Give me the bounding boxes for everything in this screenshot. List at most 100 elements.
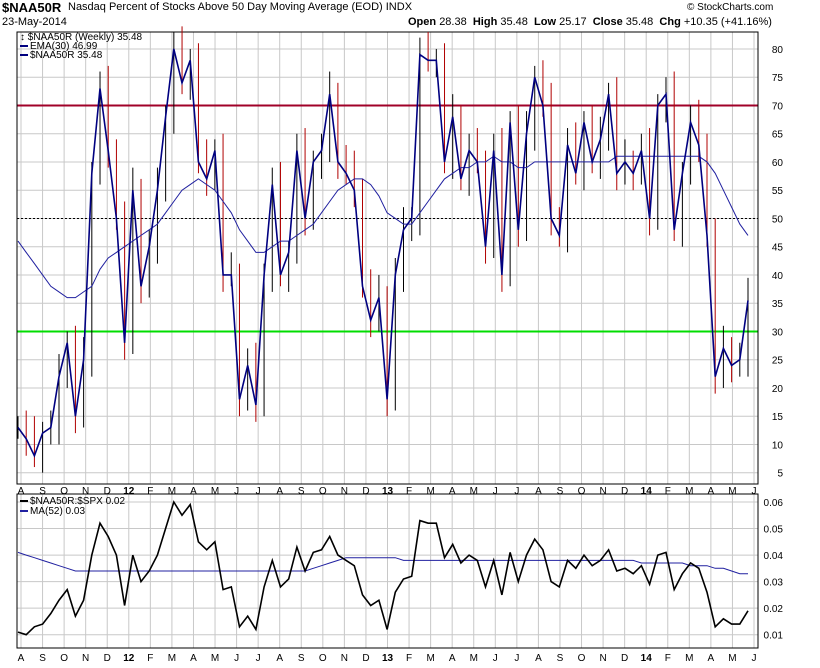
close-value: 35.48 xyxy=(625,16,654,28)
high-value: 35.48 xyxy=(500,16,528,28)
price-panel: 5 10 15 20 25 30 35 40 45 50 55 60 65 70 75 80 ↕ $NAA50R… xyxy=(16,26,784,485)
x-tick-label: S xyxy=(39,486,46,497)
x-tick-label: A xyxy=(276,653,283,664)
x-tick-label: A xyxy=(18,653,25,664)
x-tick-label: N xyxy=(599,486,606,497)
price-line xyxy=(17,48,749,458)
x-tick-label: 14 xyxy=(641,486,653,497)
x-tick-label: A xyxy=(535,653,542,664)
x-axis: A A S S O O N N D D 12 12 F F M M A A M M J J J J A A S S O O N N D D 13 13… xyxy=(18,486,757,664)
chart-title-text: Nasdaq Percent of Stocks Above 50 Day Mo… xyxy=(68,1,383,13)
x-tick-label: M xyxy=(168,486,176,497)
x-tick-label: O xyxy=(578,653,586,664)
x-tick-label: O xyxy=(578,486,586,497)
y-tick-label: 0.05 xyxy=(764,525,784,536)
y-tick-label: 25 xyxy=(772,356,784,367)
symbol-label: $NAA50R xyxy=(2,0,62,15)
ratio-line xyxy=(17,500,749,636)
x-tick-label: D xyxy=(362,486,369,497)
x-tick-label: A xyxy=(708,653,715,664)
y-tick-label: 60 xyxy=(772,158,784,169)
ma52-line xyxy=(17,551,748,575)
x-tick-label: A xyxy=(190,486,197,497)
x-tick-label: M xyxy=(211,486,219,497)
y-tick-label: 65 xyxy=(772,130,784,141)
low-value: 25.17 xyxy=(559,16,587,28)
x-tick-label: J xyxy=(234,486,239,497)
x-tick-label: M xyxy=(470,486,478,497)
y-tick-label: 30 xyxy=(772,327,784,338)
y-tick-label: 55 xyxy=(772,186,784,197)
exchange-label: INDX xyxy=(385,1,413,13)
x-tick-label: M xyxy=(168,653,176,664)
x-tick-label: F xyxy=(147,653,153,664)
x-tick-label: N xyxy=(599,653,606,664)
y-tick-label: 5 xyxy=(777,469,783,480)
x-tick-label: A xyxy=(18,486,25,497)
x-tick-label: J xyxy=(493,486,498,497)
x-tick-label: A xyxy=(276,486,283,497)
y-tick-label: 0.02 xyxy=(764,604,784,615)
y-tick-label: 0.04 xyxy=(764,551,784,562)
x-tick-label: J xyxy=(256,486,261,497)
panel-frame xyxy=(16,493,759,649)
x-tick-label: N xyxy=(82,486,89,497)
x-tick-label: M xyxy=(685,486,693,497)
x-tick-label: F xyxy=(147,486,153,497)
panel-frame xyxy=(16,31,759,485)
y-tick-label: 0.03 xyxy=(764,578,784,589)
x-tick-label: F xyxy=(665,653,671,664)
x-tick-label: D xyxy=(104,653,111,664)
x-tick-label: F xyxy=(406,486,412,497)
y-tick-label: 10 xyxy=(772,440,784,451)
x-tick-label: 12 xyxy=(123,653,135,664)
x-tick-label: M xyxy=(728,486,736,497)
x-tick-label: J xyxy=(514,486,519,497)
x-tick-label: S xyxy=(298,486,305,497)
x-tick-label: F xyxy=(406,653,412,664)
y-tick-label: 80 xyxy=(772,45,784,56)
y-tick-label: 40 xyxy=(772,271,784,282)
x-tick-label: 14 xyxy=(641,653,653,664)
x-tick-label: S xyxy=(39,653,46,664)
x-tick-label: N xyxy=(82,653,89,664)
y-tick-label: 15 xyxy=(772,412,784,423)
y-tick-label: 0.06 xyxy=(764,498,784,509)
x-tick-label: M xyxy=(426,653,434,664)
legend-entry: ↕ $NAA50R (Weekly) 35.48 xyxy=(20,32,143,43)
x-tick-label: A xyxy=(708,486,715,497)
chart-title: Nasdaq Percent of Stocks Above 50 Day Mo… xyxy=(68,1,412,13)
x-tick-label: N xyxy=(341,486,348,497)
watermark: © StockCharts.com xyxy=(687,2,774,13)
x-tick-label: S xyxy=(557,486,564,497)
x-tick-label: D xyxy=(621,653,628,664)
date-label: 23-May-2014 xyxy=(2,16,67,28)
low-label: Low xyxy=(534,16,557,28)
close-label: Close xyxy=(592,16,623,28)
x-tick-label: O xyxy=(60,653,68,664)
x-tick-label: J xyxy=(234,653,239,664)
y-tick-label: 70 xyxy=(772,101,784,112)
x-tick-label: O xyxy=(319,653,327,664)
x-tick-label: 12 xyxy=(123,486,135,497)
open-value: 28.38 xyxy=(439,16,467,28)
x-tick-label: D xyxy=(362,653,369,664)
x-tick-label: D xyxy=(104,486,111,497)
x-tick-label: 13 xyxy=(382,653,394,664)
legend-entry: EMA(30) 46.99 xyxy=(30,41,98,52)
y-tick-label: 35 xyxy=(772,299,784,310)
x-tick-label: O xyxy=(60,486,68,497)
x-tick-label: D xyxy=(621,486,628,497)
chg-value: +10.35 (+41.16%) xyxy=(683,16,772,28)
x-tick-label: J xyxy=(514,653,519,664)
quote-summary: Open 28.38 High 35.48 Low 25.17 Close 35… xyxy=(408,16,772,28)
x-tick-label: S xyxy=(557,653,564,664)
x-tick-label: M xyxy=(426,486,434,497)
x-tick-label: F xyxy=(665,486,671,497)
x-tick-label: J xyxy=(752,653,757,664)
x-tick-label: M xyxy=(728,653,736,664)
x-tick-label: A xyxy=(449,653,456,664)
x-tick-label: A xyxy=(449,486,456,497)
y-tick-label: 0.01 xyxy=(764,631,784,642)
x-tick-label: M xyxy=(470,653,478,664)
